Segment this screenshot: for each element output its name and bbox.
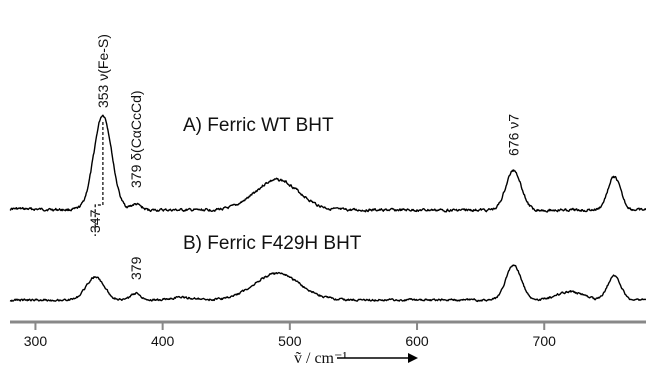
x-tick-label-500: 500 [278, 333, 302, 349]
x-tick-label-300: 300 [24, 333, 48, 349]
annotation-353-fe-s: 353 ν(Fe-S) [95, 34, 111, 108]
annotation-347: 347 [87, 209, 103, 233]
series-b-label: B) Ferric F429H BHT [183, 233, 362, 254]
x-tick-label-700: 700 [533, 333, 557, 349]
annotation-676-nu7: 676 ν7 [506, 114, 522, 156]
annotation-379-b: 379 [128, 256, 144, 280]
x-tick-label-400: 400 [151, 333, 175, 349]
x-axis-title: ṽ / cm⁻¹ [294, 350, 347, 367]
peak-shift-guide [94, 122, 104, 236]
x-axis-ticks: 300 400 500 600 700 [24, 322, 556, 349]
annotation-379-delta: 379 δ(CαCcCd) [128, 90, 144, 188]
series-a-label: A) Ferric WT BHT [183, 115, 334, 136]
series-a-trace [9, 114, 646, 213]
series-b-trace [9, 264, 646, 303]
x-tick-label-600: 600 [405, 333, 429, 349]
x-axis-arrow [337, 353, 418, 363]
